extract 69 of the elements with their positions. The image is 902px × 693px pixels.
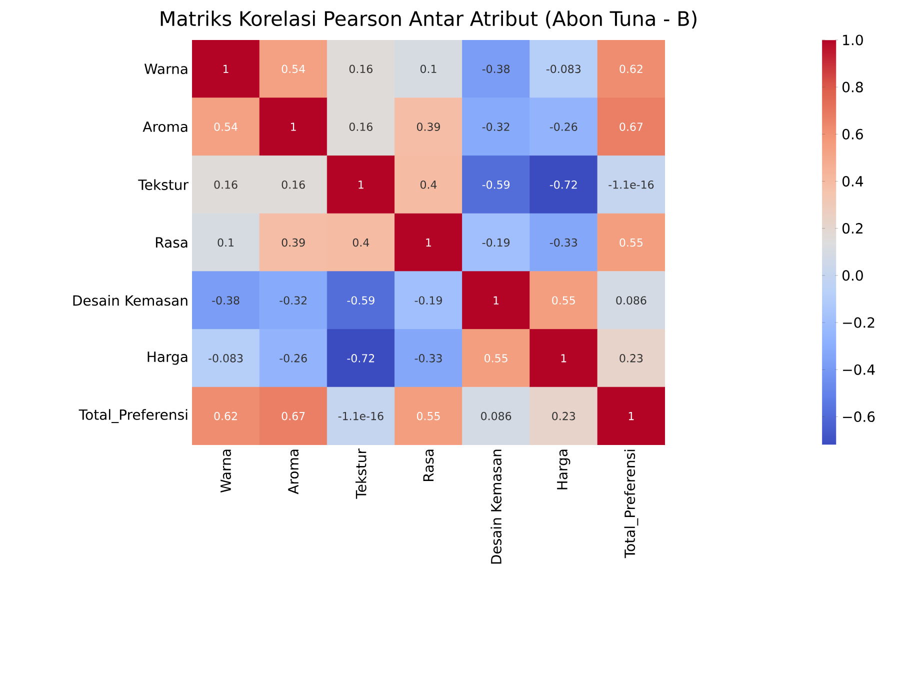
x-tick-label: Warna <box>220 450 231 493</box>
data-label: -0.59 <box>347 296 374 305</box>
y-tick-label: Total_Preferensi <box>78 409 188 424</box>
y-tick-label: Tekstur <box>138 179 188 190</box>
x-tick-label: Total_Preferensi <box>624 450 638 558</box>
data-label: 0.16 <box>282 180 305 189</box>
x-tick-label: Tekstur <box>356 448 366 499</box>
data-label: -0.33 <box>414 354 442 362</box>
color-bar-label: 0.4 <box>842 176 864 187</box>
data-label: 0.67 <box>620 122 643 131</box>
data-label: -1.1e-16 <box>338 412 384 420</box>
data-label: 1 <box>561 354 566 362</box>
color-bar-label: 0.2 <box>842 223 862 234</box>
data-label: -0.26 <box>280 354 307 362</box>
data-label: -0.38 <box>482 64 510 74</box>
data-label: 0.55 <box>552 296 575 305</box>
color-bar-label: −0.6 <box>843 411 875 422</box>
color-bar-label: −0.2 <box>843 317 874 328</box>
data-label: 0.54 <box>214 122 238 131</box>
data-label: 0.4 <box>420 180 437 189</box>
data-label: -0.32 <box>280 296 306 305</box>
data-label: 1 <box>358 180 364 189</box>
y-tick-label: Rasa <box>156 237 188 248</box>
data-label: -0.19 <box>482 238 510 247</box>
data-label: 0.086 <box>616 296 646 305</box>
color-bar-label: 1.0 <box>843 34 863 46</box>
data-label: 1 <box>224 64 228 73</box>
data-label: 0.39 <box>282 238 305 247</box>
data-label: -0.38 <box>212 296 240 305</box>
data-label: 1 <box>628 412 634 420</box>
data-label: 1 <box>426 238 431 247</box>
color-bar-label: −0.4 <box>843 364 875 375</box>
data-label: -0.72 <box>550 180 577 189</box>
data-label: 0.4 <box>352 238 370 247</box>
data-label: 0.62 <box>214 412 237 420</box>
color-bar-label: 0.8 <box>842 82 863 92</box>
data-label: -0.59 <box>482 180 510 189</box>
data-label: 1 <box>291 122 296 131</box>
data-label: 0.1 <box>218 238 234 247</box>
data-label: -0.32 <box>482 122 510 131</box>
data-label: -0.19 <box>414 296 442 305</box>
x-tick-label: Harga <box>557 450 570 490</box>
data-label: 0.086 <box>481 412 512 420</box>
data-label: 0.55 <box>484 354 508 362</box>
data-label: 0.54 <box>282 64 305 74</box>
data-label: 0.62 <box>620 64 642 74</box>
y-tick-label: Desain Kemasan <box>73 294 188 306</box>
y-tick-label: Aroma <box>142 122 188 132</box>
data-label: 0.16 <box>349 64 372 74</box>
data-label: 0.1 <box>420 64 436 74</box>
color-bar-label: 0.0 <box>842 270 863 281</box>
color-bar-label: 0.6 <box>842 128 863 140</box>
data-label: -0.33 <box>550 238 577 247</box>
data-label: 0.23 <box>552 412 575 420</box>
data-label: 0.16 <box>349 122 372 131</box>
x-tick-label: Rasa <box>423 450 434 482</box>
data-label: 0.55 <box>620 238 642 247</box>
x-tick-label: Aroma <box>288 450 299 494</box>
data-label: -0.72 <box>347 354 374 362</box>
data-label: 1 <box>494 296 499 304</box>
y-tick-label: Warna <box>144 64 188 74</box>
y-tick-label: Harga <box>148 352 188 365</box>
data-label: -0.26 <box>550 122 578 131</box>
x-tick-label: Desain Kemasan <box>490 450 502 564</box>
chart-title: Matriks Korelasi Pearson Antar Atribut (Abon Tuna - B) <box>160 10 696 28</box>
data-label: 0.16 <box>214 180 238 189</box>
data-label: 0.55 <box>416 412 440 420</box>
data-label: -0.083 <box>546 64 580 74</box>
data-label: 0.39 <box>416 122 440 131</box>
